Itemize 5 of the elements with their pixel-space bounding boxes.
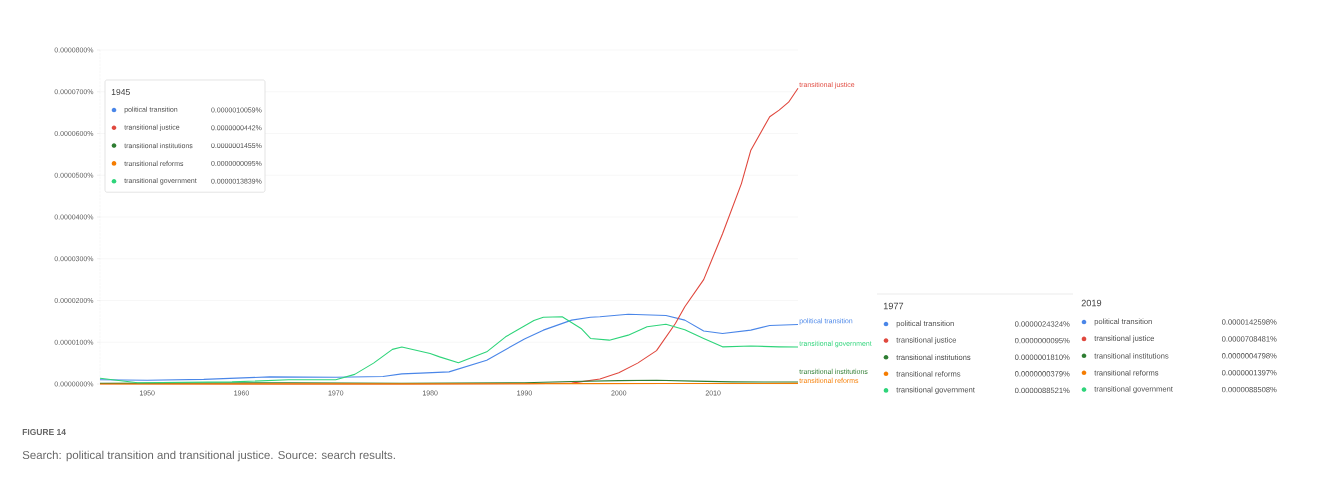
text: 1977 (883, 302, 904, 310)
annotation: 1945 (111, 88, 130, 96)
caption: FIGURE 14 (22, 429, 66, 435)
text: Search: political transition and transitional justice. Source: search results. (22, 450, 395, 462)
text: 2019 (1081, 299, 1102, 307)
